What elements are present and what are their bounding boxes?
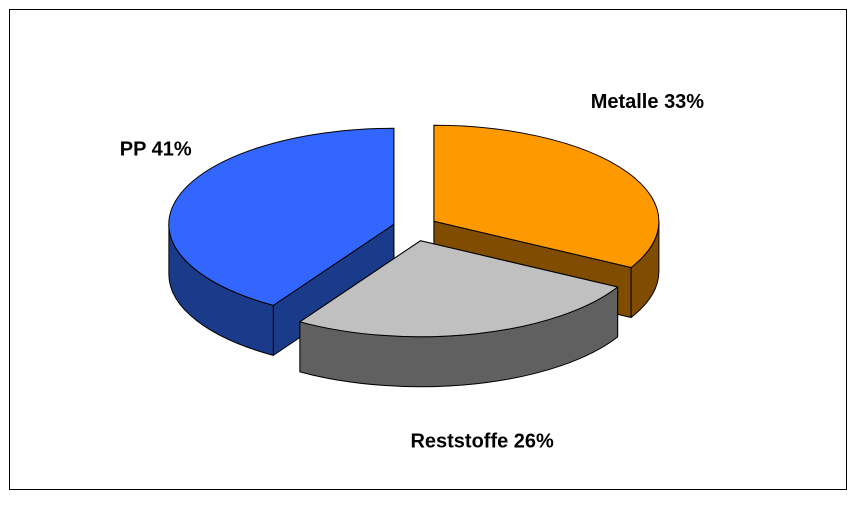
label-category: Reststoffe — [410, 431, 508, 453]
slice-top — [299, 240, 619, 338]
slice-top — [433, 124, 660, 268]
labels: Metalle 33% PP 41% Reststoffe 26% — [120, 91, 705, 452]
label-value: 33% — [664, 91, 704, 113]
slice-top — [168, 127, 395, 306]
label-value: 41% — [152, 139, 192, 161]
data-label: Reststoffe 26% — [410, 431, 554, 453]
label-value: 26% — [514, 431, 554, 453]
label-category: Metalle — [591, 91, 659, 113]
pie — [168, 124, 660, 388]
label-category: PP — [120, 139, 146, 161]
data-label: PP 41% — [120, 139, 192, 161]
data-label: Metalle 33% — [591, 91, 705, 113]
